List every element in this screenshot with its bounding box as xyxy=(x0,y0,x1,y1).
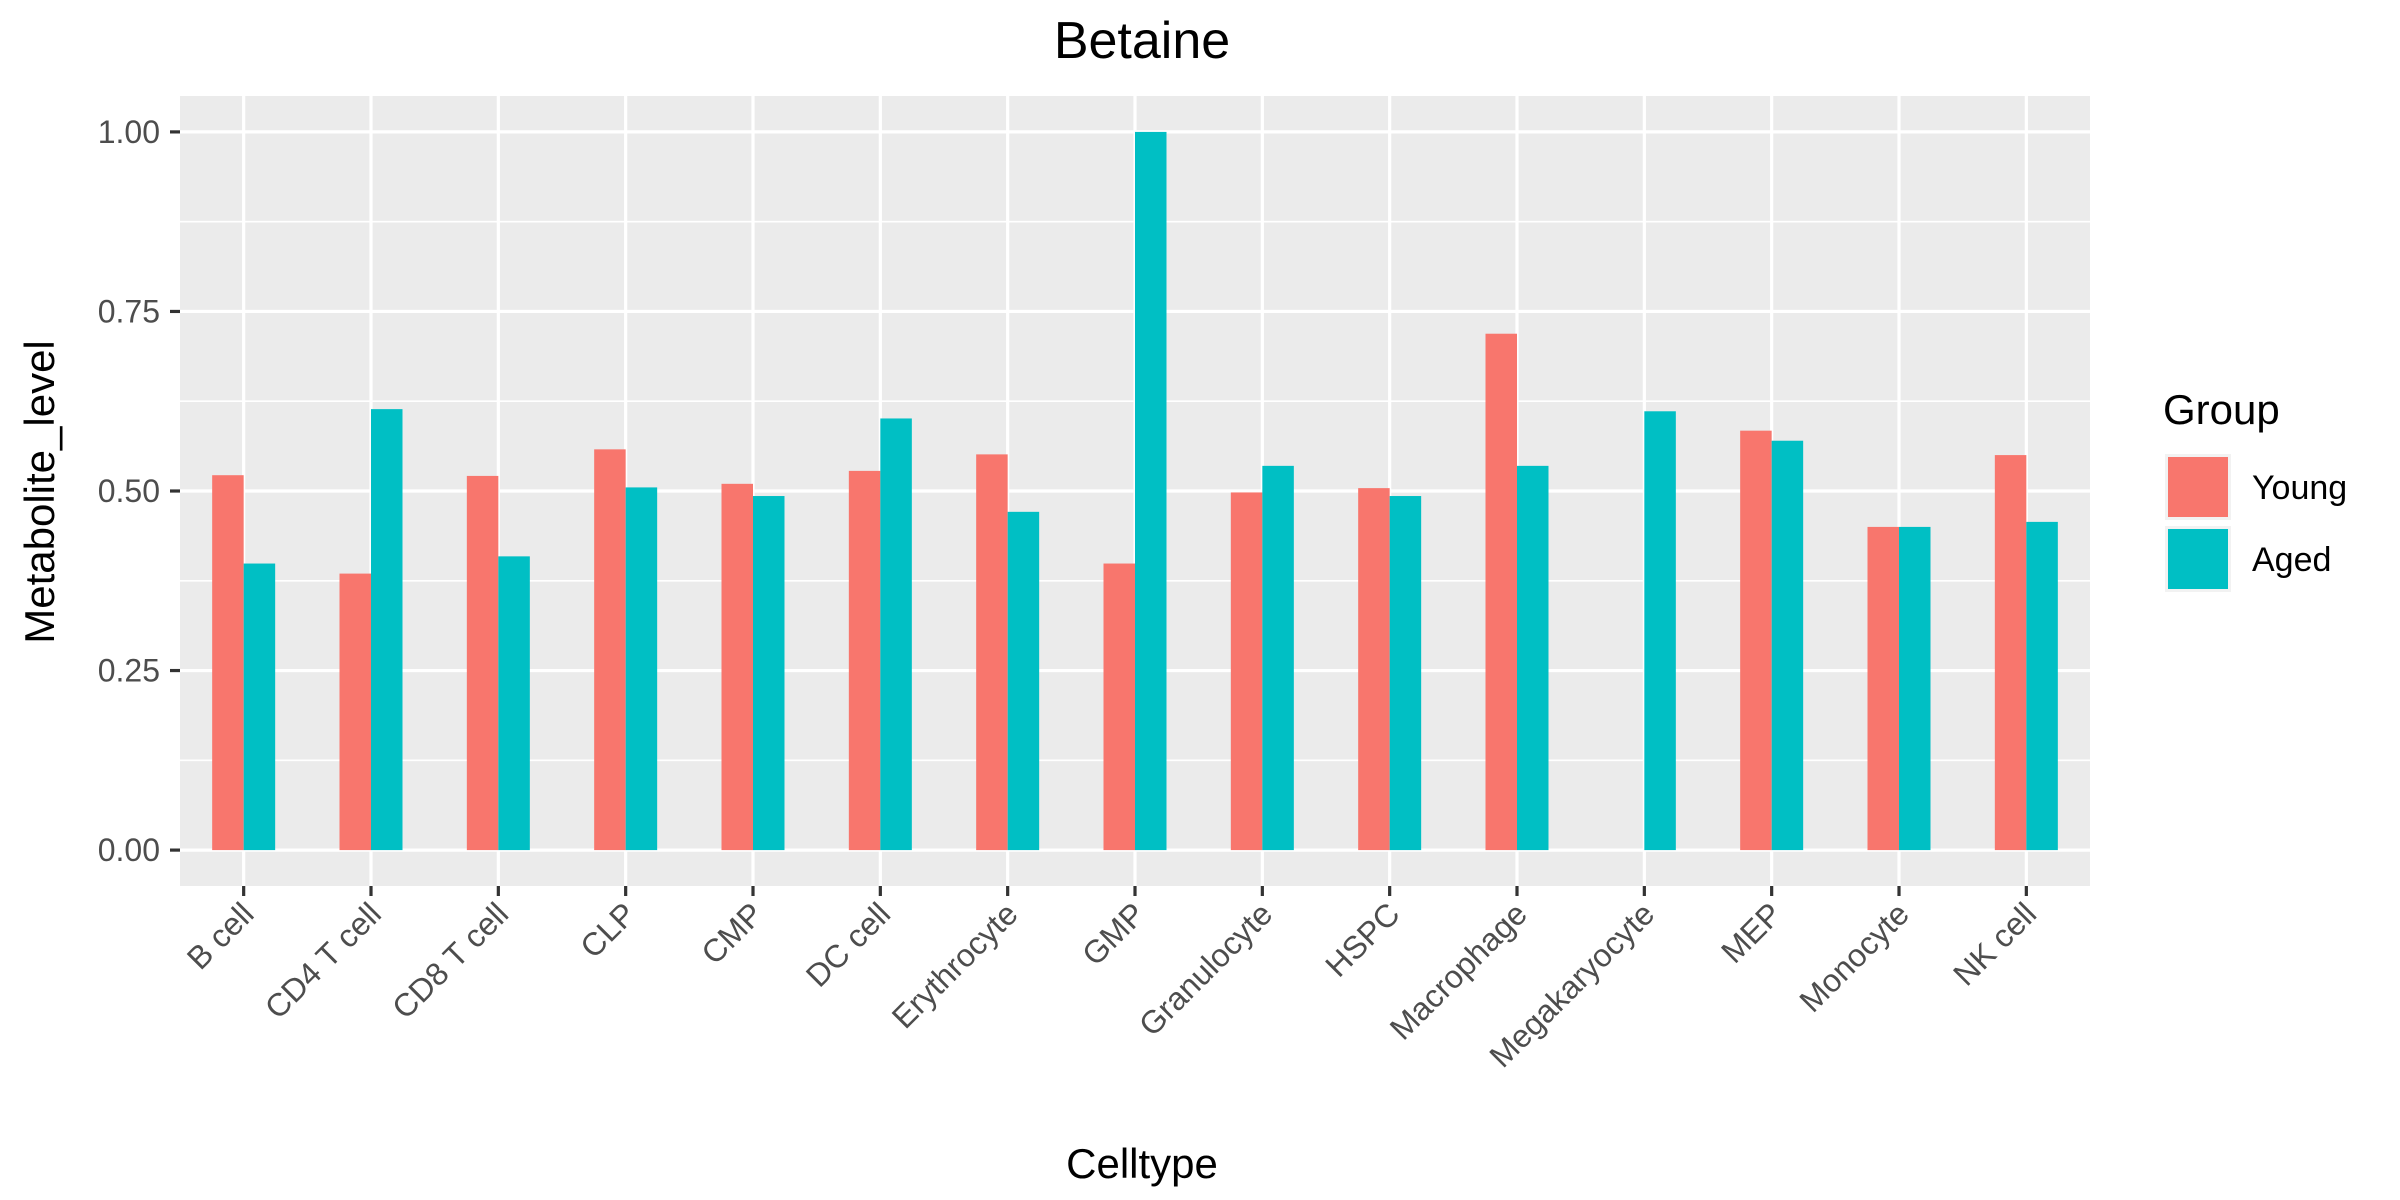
bar-aged-10 xyxy=(1517,465,1549,851)
x-tick-label: CD8 T cell xyxy=(385,895,515,1025)
bar-aged-7 xyxy=(1135,131,1167,851)
bars xyxy=(212,131,2058,851)
bar-aged-12 xyxy=(1771,440,1804,851)
x-tick-label: GMP xyxy=(1075,895,1152,972)
legend-label-aged: Aged xyxy=(2252,541,2331,579)
x-axis-title: Celltype xyxy=(1066,1140,1218,1187)
bar-young-12 xyxy=(1740,430,1772,851)
legend: Group Young Aged xyxy=(2163,386,2347,592)
bar-young-10 xyxy=(1485,333,1517,851)
x-tick-label: B cell xyxy=(180,895,261,976)
bar-young-9 xyxy=(1358,488,1390,851)
y-tick-label: 0.00 xyxy=(98,832,160,868)
bar-young-2 xyxy=(466,475,499,851)
bar-aged-5 xyxy=(880,418,912,851)
x-tick-label: MEP xyxy=(1714,895,1788,969)
bar-aged-4 xyxy=(753,496,785,851)
legend-swatch-aged xyxy=(2168,529,2228,589)
bar-aged-13 xyxy=(1899,526,1931,851)
bar-aged-8 xyxy=(1262,465,1294,851)
bar-young-1 xyxy=(339,573,371,851)
legend-swatch-young xyxy=(2168,457,2228,517)
legend-title: Group xyxy=(2163,386,2280,433)
bar-aged-0 xyxy=(243,563,276,851)
bar-young-5 xyxy=(848,470,881,851)
x-tick-label: CMP xyxy=(694,895,770,971)
y-tick-label: 1.00 xyxy=(98,114,160,150)
bar-aged-1 xyxy=(371,409,403,851)
bar-aged-11 xyxy=(1644,411,1676,851)
bar-young-3 xyxy=(594,449,626,851)
y-axis-title: Metabolite_level xyxy=(16,340,63,644)
bar-young-13 xyxy=(1867,526,1899,851)
legend-label-young: Young xyxy=(2252,469,2347,507)
bar-aged-2 xyxy=(498,556,530,851)
y-tick-label: 0.75 xyxy=(98,293,160,329)
x-tick-label: HSPC xyxy=(1318,895,1406,983)
bar-young-14 xyxy=(1994,455,2027,851)
bar-young-7 xyxy=(1103,563,1135,851)
y-tick-label: 0.50 xyxy=(98,473,160,509)
x-tick-label: DC cell xyxy=(799,895,897,993)
x-tick-label: NK cell xyxy=(1946,895,2043,992)
x-tick-label: Monocyte xyxy=(1792,895,1916,1019)
x-tick-label: CLP xyxy=(573,895,642,964)
x-tick-label: Granulocyte xyxy=(1132,895,1279,1042)
chart-title: Betaine xyxy=(1054,12,1230,70)
bar-young-4 xyxy=(721,483,753,851)
x-tick-label: Erythrocyte xyxy=(885,895,1025,1035)
bar-aged-3 xyxy=(625,487,658,851)
bar-young-0 xyxy=(212,475,244,851)
bar-aged-14 xyxy=(2026,521,2058,851)
bar-young-6 xyxy=(976,454,1008,851)
bar-aged-6 xyxy=(1007,511,1040,851)
y-tick-label: 0.25 xyxy=(98,653,160,689)
bar-young-8 xyxy=(1230,492,1263,851)
x-tick-label: CD4 T cell xyxy=(258,895,388,1025)
bar-aged-9 xyxy=(1389,496,1422,851)
